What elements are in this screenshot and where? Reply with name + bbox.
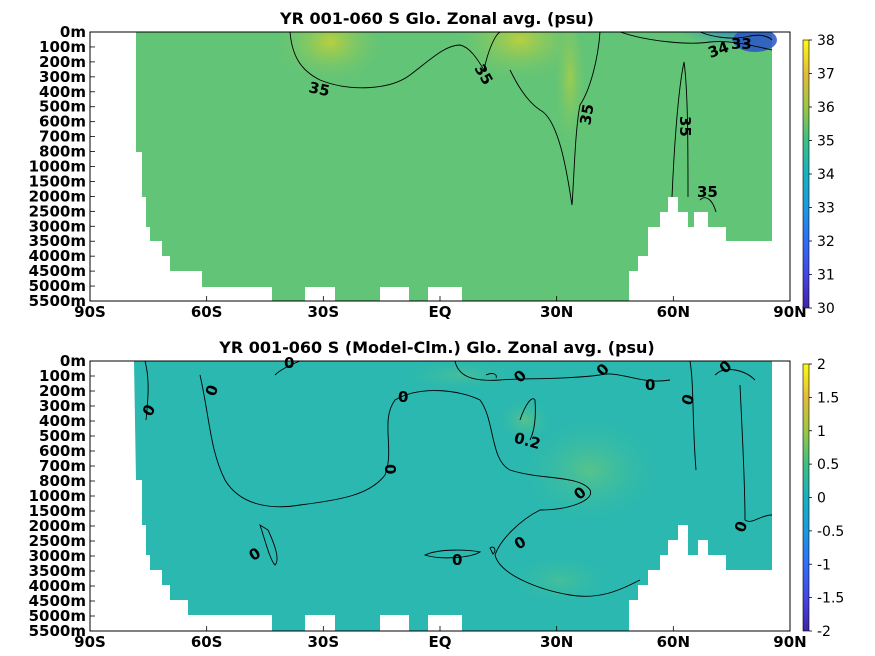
panel2-x-axis: 90S 60S 30S EQ 30N 60N 90N (74, 626, 807, 651)
colorbar-tick-label: -0.5 (817, 524, 844, 540)
x-tick-label: 30N (540, 633, 573, 651)
p2-contour-label: 0 (284, 354, 294, 372)
p1-contour-label: 35 (676, 116, 694, 137)
x-tick-label: 60N (657, 633, 690, 651)
y-tick-label: 4000m (29, 247, 86, 265)
colorbar-tick-label: 2 (817, 357, 826, 373)
x-tick-label: 90S (74, 303, 106, 321)
panel1-x-axis: 90S 60S 30S EQ 30N 60N 90N (74, 296, 807, 321)
colorbar-tick-label: 37 (817, 67, 835, 83)
y-tick-label: 3000m (29, 547, 86, 565)
p1-contour-label: 33 (731, 35, 752, 53)
x-tick-label: 60S (191, 303, 223, 321)
y-tick-label: 1000m (29, 487, 86, 505)
colorbar-tick-label: -1 (817, 557, 831, 573)
y-tick-label: 2000m (29, 187, 86, 205)
y-tick-label: 4500m (29, 262, 86, 280)
y-tick-label: 5500m (29, 292, 86, 310)
p2-contour-label: 0 (452, 551, 462, 569)
y-tick-label: 300m (39, 68, 86, 86)
y-tick-label: 2500m (29, 202, 86, 220)
y-tick-label: 400m (39, 83, 86, 101)
y-tick-label: 1500m (29, 172, 86, 190)
x-tick-label: 60S (191, 633, 223, 651)
y-tick-label: 3500m (29, 232, 86, 250)
y-tick-label: 100m (39, 367, 86, 385)
colorbar-tick-label: -2 (817, 624, 831, 640)
panel2-colorbar (802, 363, 810, 632)
panel1-field (136, 32, 785, 301)
panel1-colorbar (802, 39, 810, 309)
y-tick-label: 500m (39, 427, 86, 445)
y-tick-label: 800m (39, 472, 86, 490)
y-tick-label: 100m (39, 38, 86, 56)
y-tick-label: 300m (39, 397, 86, 415)
y-tick-label: 0m (60, 352, 86, 370)
colorbar-tick-label: 1.5 (817, 390, 839, 406)
y-tick-label: 800m (39, 143, 86, 161)
p2-contour-label: 0 (398, 388, 408, 406)
colorbar-tick-label: 0 (817, 491, 826, 507)
colorbar-tick-label: 0.5 (817, 457, 839, 473)
colorbar-tick-label: -1.5 (817, 591, 844, 607)
y-tick-label: 2500m (29, 532, 86, 550)
p1-contour-label: 35 (307, 78, 331, 100)
x-tick-label: 60N (657, 303, 690, 321)
colorbar-tick-label: 34 (817, 167, 835, 183)
p2-contour-label: 0 (381, 464, 399, 474)
colorbar-tick-label: 33 (817, 201, 835, 217)
y-tick-label: 5500m (29, 622, 86, 640)
y-tick-label: 400m (39, 412, 86, 430)
colorbar-tick-label: 1 (817, 424, 826, 440)
y-tick-label: 5000m (29, 277, 86, 295)
p1-contour-label: 35 (697, 183, 718, 201)
y-tick-label: 500m (39, 98, 86, 116)
x-tick-label: 90N (773, 633, 806, 651)
y-tick-label: 200m (39, 382, 86, 400)
panel1-colorbar-ticks: 38 37 36 35 34 33 32 31 30 (809, 33, 835, 317)
colorbar-tick-label: 31 (817, 268, 835, 284)
panel1-title: YR 001-060 S Glo. Zonal avg. (psu) (279, 9, 594, 28)
x-tick-label: 90S (74, 633, 106, 651)
x-tick-label: 90N (773, 303, 806, 321)
y-tick-label: 4500m (29, 592, 86, 610)
colorbar-tick-label: 35 (817, 134, 835, 150)
x-tick-label: EQ (429, 633, 452, 651)
y-tick-label: 600m (39, 442, 86, 460)
y-tick-label: 4000m (29, 577, 86, 595)
panel2-title: YR 001-060 S (Model-Clm.) Glo. Zonal avg… (218, 338, 655, 357)
y-tick-label: 700m (39, 128, 86, 146)
y-tick-label: 1000m (29, 158, 86, 176)
panel1-y-axis: 0m100m200m300m400m500m600m700m800m1000m1… (29, 23, 95, 310)
y-tick-label: 3500m (29, 562, 86, 580)
colorbar-tick-label: 30 (817, 301, 835, 317)
panel2-y-axis: 0m100m200m300m400m500m600m700m800m1000m1… (29, 352, 95, 640)
y-tick-label: 3000m (29, 217, 86, 235)
panel2-field (134, 361, 773, 631)
y-tick-label: 2000m (29, 517, 86, 535)
x-tick-label: 30N (540, 303, 573, 321)
y-tick-label: 1500m (29, 502, 86, 520)
y-tick-label: 700m (39, 457, 86, 475)
p1-contour-label: 35 (576, 103, 597, 127)
panel2-ocean-field (134, 361, 772, 631)
x-tick-label: 30S (307, 633, 339, 651)
x-tick-label: 30S (307, 303, 339, 321)
colorbar-tick-label: 38 (817, 33, 835, 49)
panel2-colorbar-ticks: 2 1.5 1 0.5 0 -0.5 -1 -1.5 -2 (809, 357, 844, 640)
y-tick-label: 5000m (29, 607, 86, 625)
colorbar-tick-label: 32 (817, 234, 835, 250)
x-tick-label: EQ (429, 303, 452, 321)
y-tick-label: 0m (60, 23, 86, 41)
y-tick-label: 200m (39, 53, 86, 71)
p2-contour-label: 0 (645, 376, 655, 394)
colorbar-tick-label: 36 (817, 100, 835, 116)
panel1-ocean-field (136, 32, 772, 301)
y-tick-label: 600m (39, 113, 86, 131)
